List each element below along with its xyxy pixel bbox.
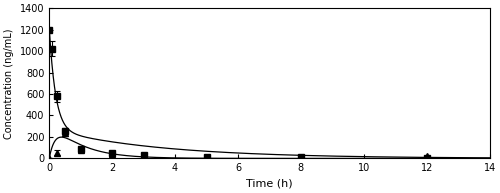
Y-axis label: Concentration (ng/mL): Concentration (ng/mL) bbox=[4, 28, 14, 139]
X-axis label: Time (h): Time (h) bbox=[246, 179, 293, 189]
